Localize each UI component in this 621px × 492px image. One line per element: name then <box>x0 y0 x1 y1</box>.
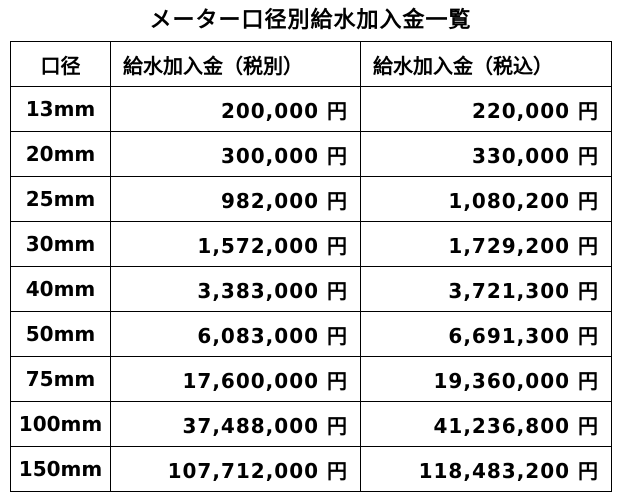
column-header-fee-incl-tax: 給水加入金（税込） <box>360 41 612 87</box>
fee-excl-tax-cell: 6,083,000 円 <box>110 311 361 357</box>
fee-incl-tax-cell: 41,236,800 円 <box>360 401 612 447</box>
fee-excl-tax-cell: 200,000 円 <box>110 86 361 132</box>
column-header-size: 口径 <box>10 41 111 87</box>
meter-size-cell: 100mm <box>10 401 111 447</box>
table-row: 100mm 37,488,000 円 41,236,800 円 <box>10 401 612 447</box>
table-row: 30mm 1,572,000 円 1,729,200 円 <box>10 221 612 267</box>
table-row: 25mm 982,000 円 1,080,200 円 <box>10 176 612 222</box>
table-row: 13mm 200,000 円 220,000 円 <box>10 86 612 132</box>
fee-excl-tax-cell: 3,383,000 円 <box>110 266 361 312</box>
meter-size-cell: 50mm <box>10 311 111 357</box>
fee-excl-tax-cell: 1,572,000 円 <box>110 221 361 267</box>
fee-excl-tax-cell: 17,600,000 円 <box>110 356 361 402</box>
fee-incl-tax-cell: 220,000 円 <box>360 86 612 132</box>
fee-incl-tax-cell: 330,000 円 <box>360 131 612 177</box>
fee-excl-tax-cell: 300,000 円 <box>110 131 361 177</box>
table-row: 75mm 17,600,000 円 19,360,000 円 <box>10 356 612 402</box>
table-row: 40mm 3,383,000 円 3,721,300 円 <box>10 266 612 312</box>
table-row: 150mm 107,712,000 円 118,483,200 円 <box>10 446 612 492</box>
fee-table: 口径 給水加入金（税別） 給水加入金（税込） 13mm 200,000 円 22… <box>10 41 612 492</box>
fee-excl-tax-cell: 982,000 円 <box>110 176 361 222</box>
meter-size-cell: 30mm <box>10 221 111 267</box>
fee-incl-tax-cell: 19,360,000 円 <box>360 356 612 402</box>
fee-incl-tax-cell: 1,080,200 円 <box>360 176 612 222</box>
column-header-fee-excl-tax: 給水加入金（税別） <box>110 41 361 87</box>
fee-incl-tax-cell: 3,721,300 円 <box>360 266 612 312</box>
meter-size-cell: 20mm <box>10 131 111 177</box>
fee-incl-tax-cell: 6,691,300 円 <box>360 311 612 357</box>
meter-size-cell: 13mm <box>10 86 111 132</box>
fee-incl-tax-cell: 118,483,200 円 <box>360 446 612 492</box>
fee-excl-tax-cell: 37,488,000 円 <box>110 401 361 447</box>
fee-incl-tax-cell: 1,729,200 円 <box>360 221 612 267</box>
meter-size-cell: 25mm <box>10 176 111 222</box>
table-row: 20mm 300,000 円 330,000 円 <box>10 131 612 177</box>
meter-size-cell: 75mm <box>10 356 111 402</box>
page-title: メーター口径別給水加入金一覧 <box>149 8 472 33</box>
meter-size-cell: 40mm <box>10 266 111 312</box>
table-header-row: 口径 給水加入金（税別） 給水加入金（税込） <box>10 41 612 87</box>
table-row: 50mm 6,083,000 円 6,691,300 円 <box>10 311 612 357</box>
meter-size-cell: 150mm <box>10 446 111 492</box>
fee-excl-tax-cell: 107,712,000 円 <box>110 446 361 492</box>
